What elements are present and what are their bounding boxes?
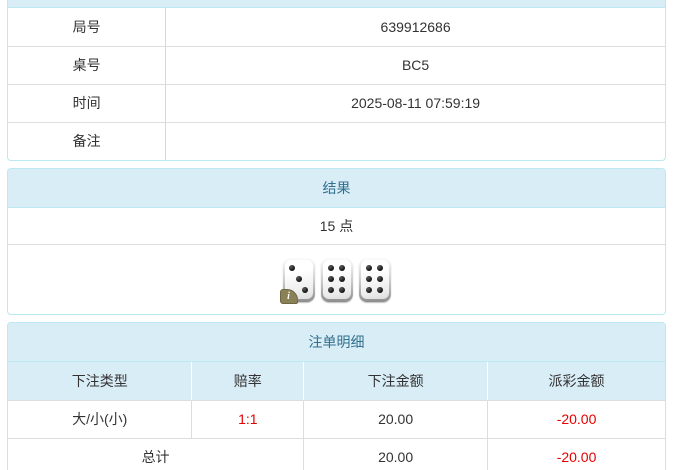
bet-details-panel: 注单明细 下注类型 赔率 下注金额 派彩金额 大/小(小) 1:1 20.00 … — [7, 322, 666, 470]
bet-details-table: 下注类型 赔率 下注金额 派彩金额 大/小(小) 1:1 20.00 -20.0… — [8, 362, 665, 470]
table-row: 大/小(小) 1:1 20.00 -20.00 — [8, 400, 665, 439]
die-pip — [338, 287, 345, 294]
column-header-bet-amount: 下注金额 — [303, 362, 489, 401]
die-pip — [302, 286, 309, 293]
die-pip — [328, 276, 335, 282]
die-pip — [376, 287, 383, 294]
table-row: 时间 2025-08-11 07:59:19 — [8, 84, 665, 123]
total-bet-amount-cell: 20.00 — [303, 438, 489, 470]
bet-type-cell: 大/小(小) — [8, 400, 193, 439]
table-row: 桌号 BC5 — [8, 46, 665, 85]
die-face — [322, 259, 351, 299]
remark-value — [166, 122, 665, 160]
total-row: 总计 20.00 -20.00 — [8, 438, 665, 470]
time-label: 时间 — [8, 84, 167, 123]
result-panel-title: 结果 — [8, 169, 665, 208]
odds-cell: 1:1 — [191, 400, 305, 439]
column-header-bet-type: 下注类型 — [8, 362, 193, 401]
die-pip — [366, 287, 373, 294]
table-id-label: 桌号 — [8, 46, 167, 85]
time-value: 2025-08-11 07:59:19 — [165, 84, 665, 123]
die-2 — [320, 257, 353, 302]
total-label-cell: 总计 — [8, 438, 305, 470]
die-pip — [376, 264, 383, 271]
bet-amount-cell: 20.00 — [303, 400, 489, 439]
table-header-row: 下注类型 赔率 下注金额 派彩金额 — [8, 362, 665, 401]
column-header-payout: 派彩金额 — [487, 362, 665, 401]
die-pip — [288, 265, 295, 272]
result-panel: 结果 15 点 i — [7, 168, 666, 315]
die-pip — [366, 264, 373, 271]
die-pip — [338, 264, 345, 271]
die-3 — [358, 257, 391, 302]
die-pip — [376, 276, 383, 282]
round-id-value: 639912686 — [165, 8, 665, 47]
table-row: 局号 639912686 — [8, 8, 665, 47]
die-pip — [338, 276, 345, 282]
die-pip — [328, 264, 335, 271]
column-header-odds: 赔率 — [191, 362, 305, 401]
die-face — [360, 259, 389, 299]
bet-details-title: 注单明细 — [8, 323, 665, 362]
die-pip — [328, 287, 335, 294]
die-pip — [366, 276, 373, 282]
game-info-panel-header — [8, 0, 665, 8]
table-id-value: BC5 — [165, 46, 665, 85]
result-points: 15 点 — [8, 208, 665, 245]
remark-label: 备注 — [8, 122, 167, 160]
round-id-label: 局号 — [8, 8, 167, 47]
die-1: i — [279, 257, 315, 304]
die-pip — [295, 276, 302, 282]
dice-row: i — [8, 245, 665, 314]
total-payout-cell: -20.00 — [487, 438, 665, 470]
payout-cell: -20.00 — [487, 400, 665, 439]
info-badge-icon[interactable]: i — [279, 288, 298, 304]
game-info-table: 局号 639912686 桌号 BC5 时间 2025-08-11 07:59:… — [8, 8, 665, 160]
table-row: 备注 — [8, 122, 665, 160]
game-info-panel: 局号 639912686 桌号 BC5 时间 2025-08-11 07:59:… — [7, 0, 666, 161]
